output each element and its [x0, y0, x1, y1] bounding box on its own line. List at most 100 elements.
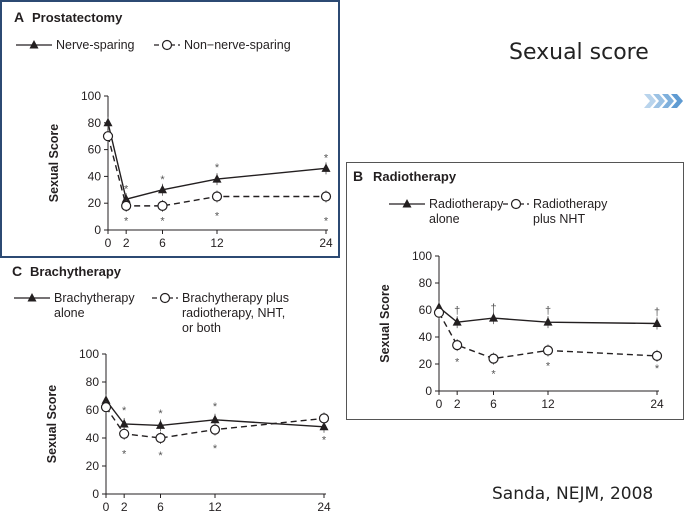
series-1 — [100, 401, 330, 444]
y-tick-label: 0 — [94, 223, 101, 237]
significance-mark: † — [454, 305, 460, 317]
x-tick-label: 2 — [121, 500, 128, 514]
chart-brachytherapy: C BrachytherapyBrachytherapyaloneBrachyth… — [12, 263, 331, 514]
data-point-triangle — [321, 163, 331, 172]
citation: Sanda, NEJM, 2008 — [492, 484, 654, 504]
data-point-circle — [119, 428, 130, 439]
y-tick-label: 40 — [86, 431, 100, 445]
y-tick-label: 20 — [419, 357, 433, 371]
significance-mark: * — [546, 360, 551, 372]
legend-label: Non−nerve-sparing — [184, 38, 291, 52]
legend-label: radiotherapy, NHT, — [182, 306, 285, 320]
panel-title: Brachytherapy — [30, 264, 122, 279]
significance-mark: † — [545, 305, 551, 317]
data-point-triangle — [489, 313, 498, 322]
significance-mark: * — [215, 162, 220, 174]
data-point-circle — [121, 200, 132, 211]
significance-mark: * — [160, 174, 165, 186]
significance-mark: * — [655, 363, 660, 375]
significance-mark: * — [322, 434, 327, 446]
significance-mark: * — [160, 216, 165, 228]
significance-mark: * — [213, 401, 218, 413]
significance-mark: * — [324, 216, 329, 228]
data-point-circle — [102, 131, 114, 142]
significance-mark: * — [158, 408, 163, 420]
data-point-triangle — [101, 395, 111, 404]
data-point-circle — [651, 350, 663, 361]
legend-marker-triangle — [29, 40, 39, 49]
y-tick-label: 20 — [86, 459, 100, 473]
legend-label: plus NHT — [533, 212, 585, 226]
data-point-circle — [433, 307, 445, 318]
significance-mark: * — [491, 368, 496, 380]
y-tick-label: 20 — [88, 196, 102, 210]
data-point-triangle — [452, 317, 462, 326]
y-tick-label: 40 — [88, 169, 102, 183]
series-line — [107, 122, 327, 201]
panel-letter: A — [14, 9, 24, 25]
legend-label: Radiotherapy — [429, 197, 504, 211]
y-tick-label: 80 — [88, 116, 102, 130]
panel-radiotherapy: B Radiotherapy Radiotherapy alone Radiothera… — [346, 162, 684, 420]
data-point-circle — [542, 345, 554, 356]
x-tick-label: 0 — [105, 236, 112, 250]
panel-title: Radiotherapy — [373, 169, 457, 184]
x-tick-label: 2 — [454, 397, 461, 411]
x-tick-label: 0 — [436, 397, 443, 411]
x-tick-label: 6 — [159, 236, 166, 250]
data-point-circle — [209, 424, 221, 435]
data-point-circle — [488, 353, 499, 364]
x-tick-label: 12 — [210, 236, 224, 250]
legend-marker-circle — [510, 198, 522, 210]
data-point-circle — [318, 413, 330, 424]
significance-mark: * — [455, 356, 460, 368]
chevron-arrows-icon — [644, 92, 688, 115]
legend-marker-circle — [159, 292, 171, 304]
data-point-triangle — [319, 421, 329, 431]
significance-mark: † — [654, 306, 660, 318]
y-tick-label: 0 — [92, 487, 99, 501]
x-tick-label: 0 — [103, 500, 110, 514]
x-tick-label: 2 — [123, 236, 130, 250]
y-tick-label: 100 — [412, 249, 432, 263]
x-tick-label: 24 — [319, 236, 333, 250]
significance-mark: * — [122, 448, 127, 460]
panel-title: Prostatectomy — [32, 10, 123, 25]
data-point-triangle — [210, 414, 220, 424]
panel-letter: C — [12, 263, 22, 279]
x-tick-label: 6 — [490, 397, 497, 411]
data-point-triangle — [103, 117, 113, 127]
series-line — [105, 406, 325, 439]
data-point-circle — [211, 191, 223, 202]
data-point-triangle — [121, 194, 131, 203]
legend-marker-triangle — [27, 293, 37, 302]
data-point-circle — [452, 340, 463, 351]
legend-label: Nerve-sparing — [56, 38, 135, 52]
y-tick-label: 80 — [419, 276, 433, 290]
x-tick-label: 24 — [317, 500, 331, 514]
y-tick-label: 60 — [419, 303, 433, 317]
legend-marker-circle — [161, 39, 173, 51]
legend-label: alone — [54, 306, 85, 320]
y-axis-label: Sexual Score — [47, 124, 61, 203]
significance-mark: * — [213, 443, 218, 455]
data-point-circle — [157, 200, 168, 211]
legend: Nerve-sparing Non−nerve-sparing — [16, 38, 291, 52]
y-tick-label: 60 — [86, 403, 100, 417]
y-tick-label: 80 — [86, 375, 100, 389]
y-tick-label: 60 — [88, 143, 102, 157]
legend-marker-triangle — [402, 199, 412, 208]
y-tick-label: 100 — [81, 89, 101, 103]
significance-mark: * — [324, 153, 329, 165]
data-point-triangle — [156, 420, 165, 429]
y-tick-label: 40 — [419, 330, 433, 344]
y-axis-label: Sexual Score — [378, 284, 392, 363]
data-point-triangle — [652, 318, 662, 327]
data-point-triangle — [543, 317, 553, 326]
x-tick-label: 12 — [208, 500, 222, 514]
legend-label: Brachytherapy — [54, 291, 135, 305]
series-1 — [102, 130, 332, 212]
panel-letter: B — [353, 168, 363, 184]
